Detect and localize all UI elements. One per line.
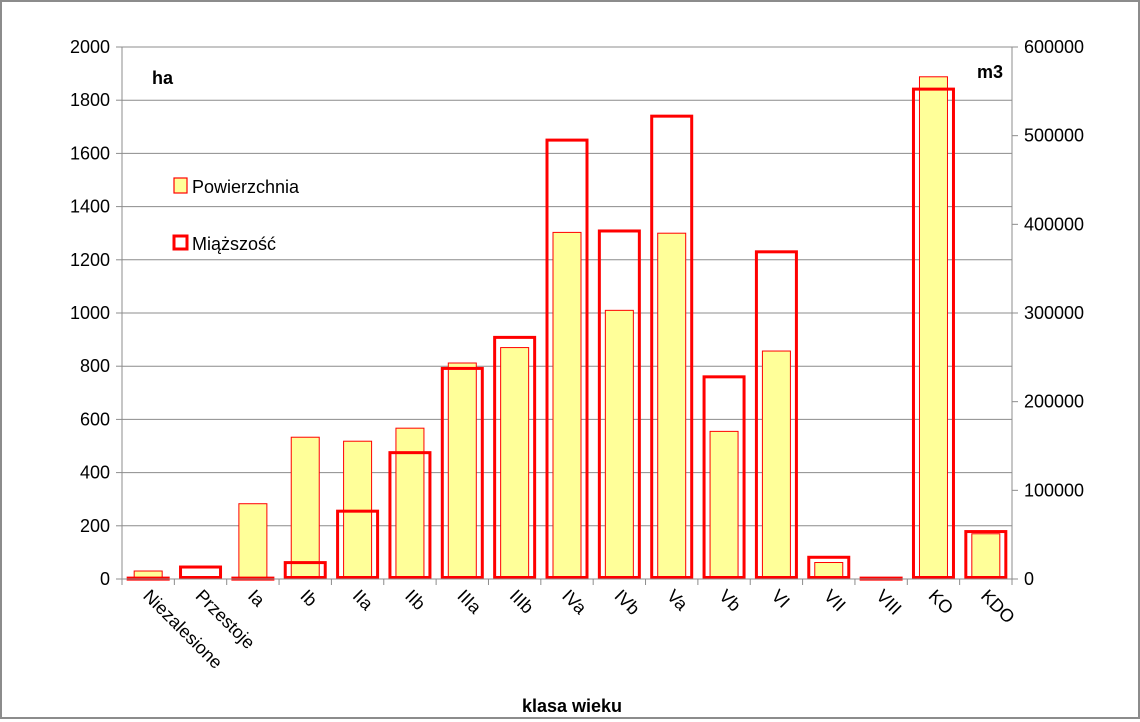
bar-miazszosc (702, 375, 746, 579)
y-left-tick-label: 1600 (70, 143, 110, 163)
x-tick-label: IIa (349, 586, 378, 615)
x-tick-label: Vb (715, 586, 745, 616)
x-tick-label: IVb (611, 586, 644, 619)
legend-swatch-powierzchnia (173, 177, 188, 194)
x-axis-title: klasa wieku (522, 696, 622, 716)
x-tick-label: VI (768, 586, 794, 612)
bar-miazszosc (493, 335, 537, 579)
bar-miazszosc (283, 561, 327, 580)
bar-powierzchnia (290, 436, 320, 580)
x-tick-label: Ib (296, 586, 321, 611)
bar-miazszosc (964, 530, 1008, 580)
y-left-unit-label: ha (152, 68, 174, 88)
bar-powierzchnia (918, 76, 948, 580)
bar-miazszosc (807, 555, 851, 580)
bar-miazszosc (650, 114, 694, 579)
bar-miazszosc (754, 250, 798, 579)
y-right-tick-label: 600000 (1024, 37, 1084, 57)
y-right-tick-label: 300000 (1024, 303, 1084, 323)
y-right-tick-label: 400000 (1024, 214, 1084, 234)
x-tick-label: VIII (872, 586, 905, 619)
y-left-tick-label: 2000 (70, 37, 110, 57)
legend: Powierzchnia Miąższość (172, 177, 300, 254)
bar-miazszosc (911, 87, 955, 579)
bar-miazszosc (388, 451, 432, 579)
bars (126, 76, 1008, 581)
bar-miazszosc (440, 366, 484, 579)
x-tick-label: Ia (244, 586, 269, 611)
x-tick-label: KDO (977, 586, 1019, 628)
y-right-tick-label: 200000 (1024, 392, 1084, 412)
legend-item-miazszosc: Miąższość (172, 234, 276, 254)
y-left-tick-label: 1200 (70, 250, 110, 270)
bar-powierzchnia (604, 309, 634, 580)
y-left-tick-label: 600 (80, 409, 110, 429)
bar-powierzchnia (761, 350, 791, 580)
legend-item-powierzchnia: Powierzchnia (173, 177, 300, 197)
x-tick-label: IIb (401, 586, 429, 614)
bar-miazszosc (336, 509, 380, 580)
legend-swatch-miazszosc (172, 234, 189, 251)
y-left-tick-label: 400 (80, 463, 110, 483)
bar-powierzchnia (447, 362, 477, 580)
y-left-tick-label: 200 (80, 516, 110, 536)
y-right-tick-label: 100000 (1024, 480, 1084, 500)
y-left-tick-label: 1000 (70, 303, 110, 323)
bar-powierzchnia (552, 231, 582, 580)
x-tick-label: IVa (558, 586, 591, 619)
x-tick-label: KO (925, 586, 958, 619)
y-left-tick-label: 800 (80, 356, 110, 376)
legend-label-miazszosc: Miąższość (192, 234, 276, 254)
bar-miazszosc (597, 229, 641, 579)
x-tick-label: VII (820, 586, 850, 616)
bar-miazszosc (545, 138, 589, 579)
y-left-tick-label: 0 (100, 569, 110, 589)
legend-label-powierzchnia: Powierzchnia (192, 177, 300, 197)
bar-powierzchnia (971, 533, 1001, 580)
x-tick-label: IIIb (506, 586, 538, 618)
y-right-tick-label: 0 (1024, 569, 1034, 589)
bar-powierzchnia (657, 232, 687, 580)
bar-powierzchnia (238, 503, 268, 580)
y-right-tick-label: 500000 (1024, 126, 1084, 146)
bar-miazszosc (179, 565, 223, 580)
y-left-tick-label: 1400 (70, 197, 110, 217)
bar-powierzchnia (500, 347, 530, 580)
bar-powierzchnia (395, 427, 425, 580)
y-left-tick-label: 1800 (70, 90, 110, 110)
y-right-unit-label: m3 (977, 62, 1003, 82)
x-tick-label: IIIa (453, 586, 486, 619)
bar-powierzchnia (709, 430, 739, 580)
x-tick-label: Va (663, 586, 692, 615)
